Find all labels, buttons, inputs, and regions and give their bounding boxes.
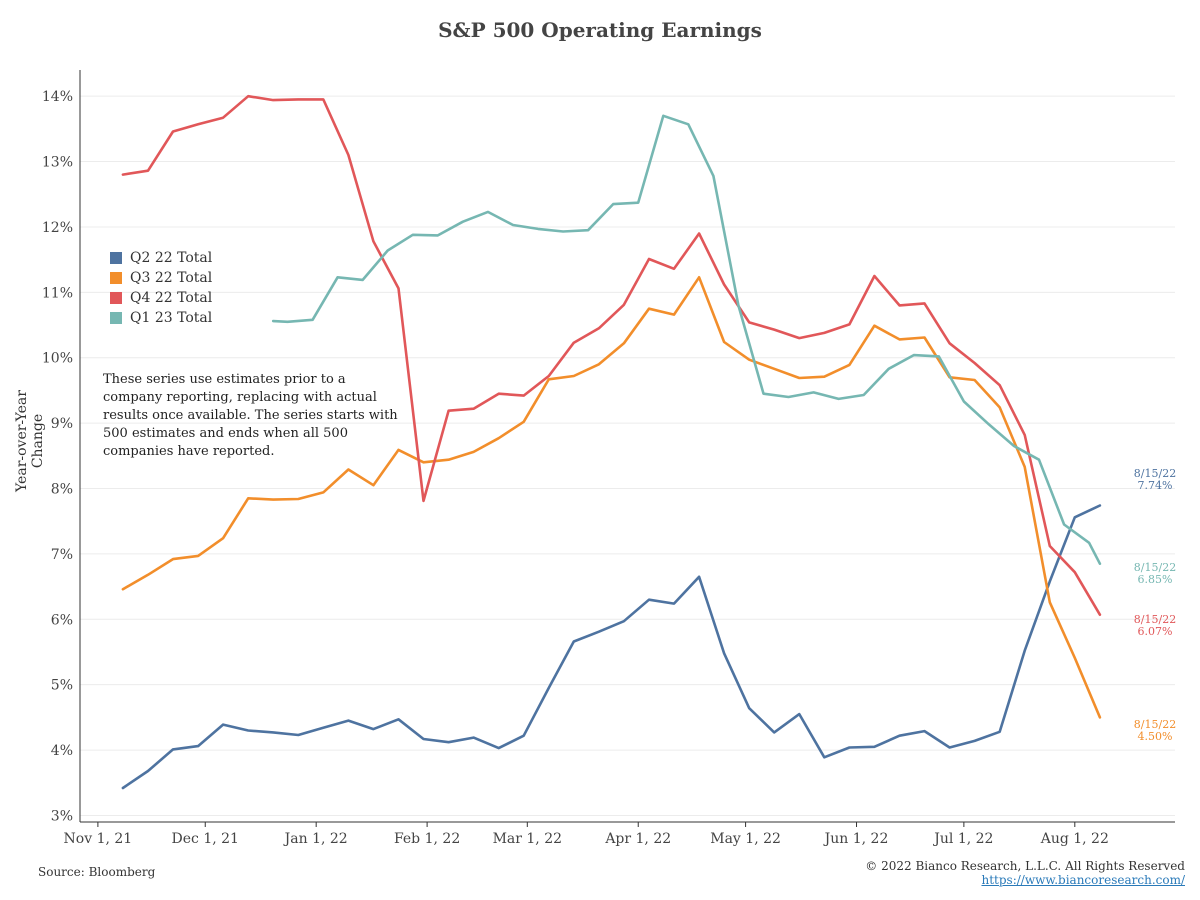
y-axis-label: Year-over-Year Change	[14, 390, 46, 492]
y-tick-label: 12%	[42, 220, 73, 236]
chart-title: S&P 500 Operating Earnings	[438, 18, 762, 42]
series-line-q3-22-total	[121, 275, 1102, 719]
x-tick-label: Jan 1, 22	[283, 831, 348, 847]
end-label-value: 4.50%	[1137, 730, 1173, 743]
x-tick-label: Nov 1, 21	[64, 831, 133, 847]
x-tick-label: Jun 1, 22	[823, 831, 889, 847]
legend-swatch	[110, 272, 122, 284]
y-tick-label: 13%	[42, 155, 73, 171]
x-tick-label: Feb 1, 22	[394, 831, 460, 847]
y-tick-label: 7%	[51, 547, 73, 563]
copyright-text: © 2022 Bianco Research, L.L.C. All Right…	[865, 859, 1185, 873]
legend: Q2 22 Total Q3 22 Total Q4 22 Total Q1 2…	[110, 248, 212, 328]
legend-swatch	[110, 292, 122, 304]
x-axis-ticks: Nov 1, 21 Dec 1, 21 Jan 1, 22 Feb 1, 22 Mar …	[64, 822, 1109, 847]
source-note: Source: Bloomberg	[38, 865, 156, 879]
end-label-q3-22: 8/15/22 4.50%	[1125, 719, 1185, 743]
y-tick-label: 5%	[51, 678, 73, 694]
x-tick-label: Jul 1, 22	[932, 831, 993, 847]
y-tick-label: 9%	[51, 416, 73, 432]
end-label-date: 8/15/22	[1133, 613, 1177, 626]
end-label-q2-22: 8/15/22 7.74%	[1125, 468, 1185, 492]
website-link[interactable]: https://www.biancoresearch.com/	[981, 873, 1185, 887]
legend-swatch	[110, 312, 122, 324]
end-label-value: 6.07%	[1137, 625, 1173, 638]
series-line-q4-22-total	[121, 94, 1102, 617]
y-tick-label: 14%	[42, 89, 73, 105]
y-axis-ticks: 3% 4% 5% 6% 7% 8% 9% 10% 11% 12% 13% 14%	[42, 89, 73, 824]
legend-label: Q2 22 Total	[130, 250, 213, 266]
legend-label: Q1 23 Total	[130, 310, 213, 326]
legend-item-q3-22: Q3 22 Total	[110, 268, 212, 288]
legend-label: Q3 22 Total	[130, 270, 213, 286]
end-label-value: 7.74%	[1137, 479, 1173, 492]
axes	[79, 70, 1175, 823]
legend-swatch	[110, 252, 122, 264]
end-label-q4-22: 8/15/22 6.07%	[1125, 614, 1185, 638]
y-tick-label: 8%	[51, 482, 73, 498]
legend-label: Q4 22 Total	[130, 290, 213, 306]
y-tick-label: 6%	[51, 612, 73, 628]
gridlines	[80, 95, 1175, 816]
series-lines	[121, 94, 1102, 790]
x-tick-label: Dec 1, 21	[172, 831, 239, 847]
series-line-q1-23-total	[271, 114, 1102, 566]
legend-item-q1-23: Q1 23 Total	[110, 308, 212, 328]
copyright-block: © 2022 Bianco Research, L.L.C. All Right…	[865, 859, 1185, 887]
x-tick-label: May 1, 22	[710, 831, 781, 847]
y-tick-label: 10%	[42, 351, 73, 367]
series-line-q2-22-total	[121, 504, 1102, 790]
x-tick-label: Apr 1, 22	[604, 831, 671, 847]
x-tick-label: Aug 1, 22	[1040, 831, 1109, 847]
end-label-date: 8/15/22	[1133, 467, 1177, 480]
legend-item-q2-22: Q2 22 Total	[110, 248, 212, 268]
x-tick-label: Mar 1, 22	[493, 831, 562, 847]
end-label-value: 6.85%	[1137, 573, 1173, 586]
legend-item-q4-22: Q4 22 Total	[110, 288, 212, 308]
y-tick-label: 4%	[51, 743, 73, 759]
end-label-date: 8/15/22	[1133, 561, 1177, 574]
end-label-q1-23: 8/15/22 6.85%	[1125, 562, 1185, 586]
chart-annotation-note: These series use estimates prior to a co…	[103, 372, 398, 459]
end-label-date: 8/15/22	[1133, 718, 1177, 731]
y-tick-label: 11%	[42, 285, 73, 301]
y-tick-label: 3%	[51, 808, 73, 824]
